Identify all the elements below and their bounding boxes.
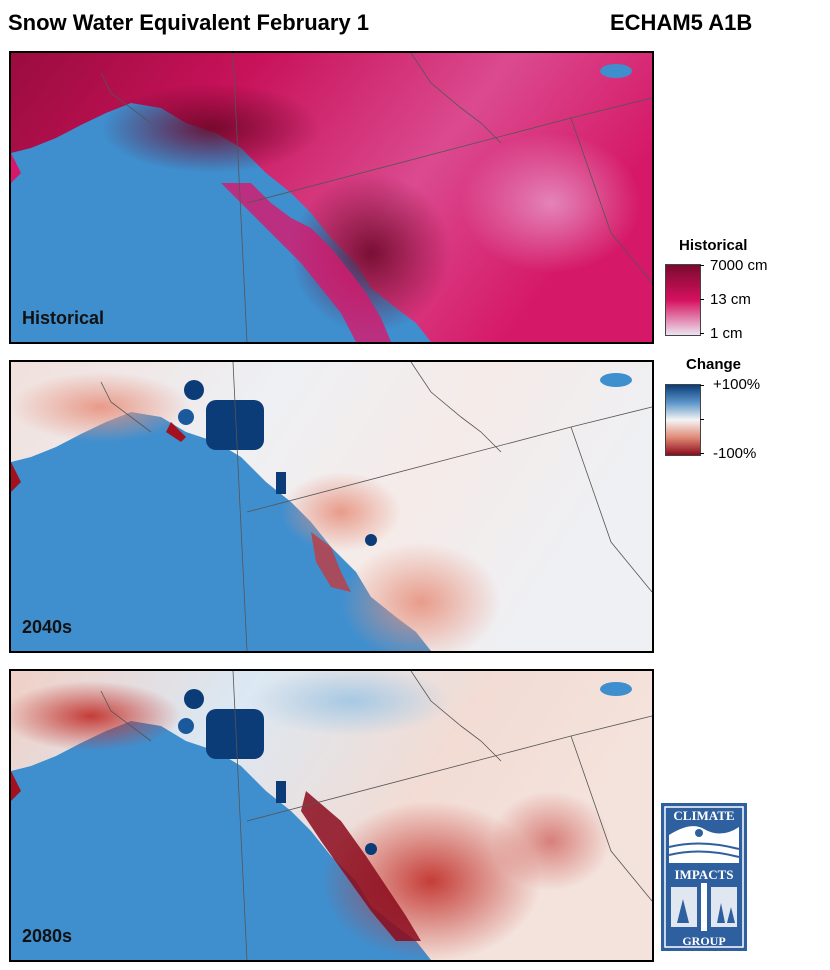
model-scenario-label: ECHAM5 A1B: [610, 10, 753, 35]
change-tick-min: -100%: [713, 445, 757, 462]
historical-tick-min: 1 cm: [710, 325, 743, 342]
logo-text-top: CLIMATE: [673, 808, 734, 823]
change-2040s-map-panel: 2040s: [9, 360, 654, 653]
map-title: Snow Water Equivalent February 1: [8, 10, 370, 35]
change-2080s-map-panel: 2080s: [9, 669, 654, 962]
historical-map: [11, 53, 652, 342]
change-2040s-map: [11, 362, 652, 651]
tick-mark: [700, 299, 704, 300]
panel-label: 2080s: [22, 926, 73, 946]
historical-tick-max: 7000 cm: [710, 257, 768, 274]
tick-mark: [700, 385, 704, 386]
logo-text-bottom: GROUP: [682, 934, 725, 948]
historical-legend-title: Historical: [679, 237, 748, 254]
climate-impacts-group-logo: CLIMATE IMPACTS GROUP: [661, 803, 747, 951]
coast-islands: [221, 183, 391, 342]
panel-label: 2040s: [22, 617, 73, 637]
historical-map-panel: Historical: [9, 51, 654, 344]
tick-mark: [700, 419, 704, 420]
historical-tick-mid: 13 cm: [710, 291, 751, 308]
tick-mark: [700, 333, 704, 334]
tick-mark: [700, 265, 704, 266]
tick-mark: [700, 453, 704, 454]
change-color-bar: [665, 384, 701, 456]
change-legend-title: Change: [686, 356, 742, 373]
historical-color-bar: [665, 264, 701, 336]
change-tick-max: +100%: [713, 376, 761, 393]
change-2080s-map: [11, 671, 652, 960]
logo-text-mid: IMPACTS: [675, 867, 734, 882]
panel-label: Historical: [22, 308, 105, 328]
